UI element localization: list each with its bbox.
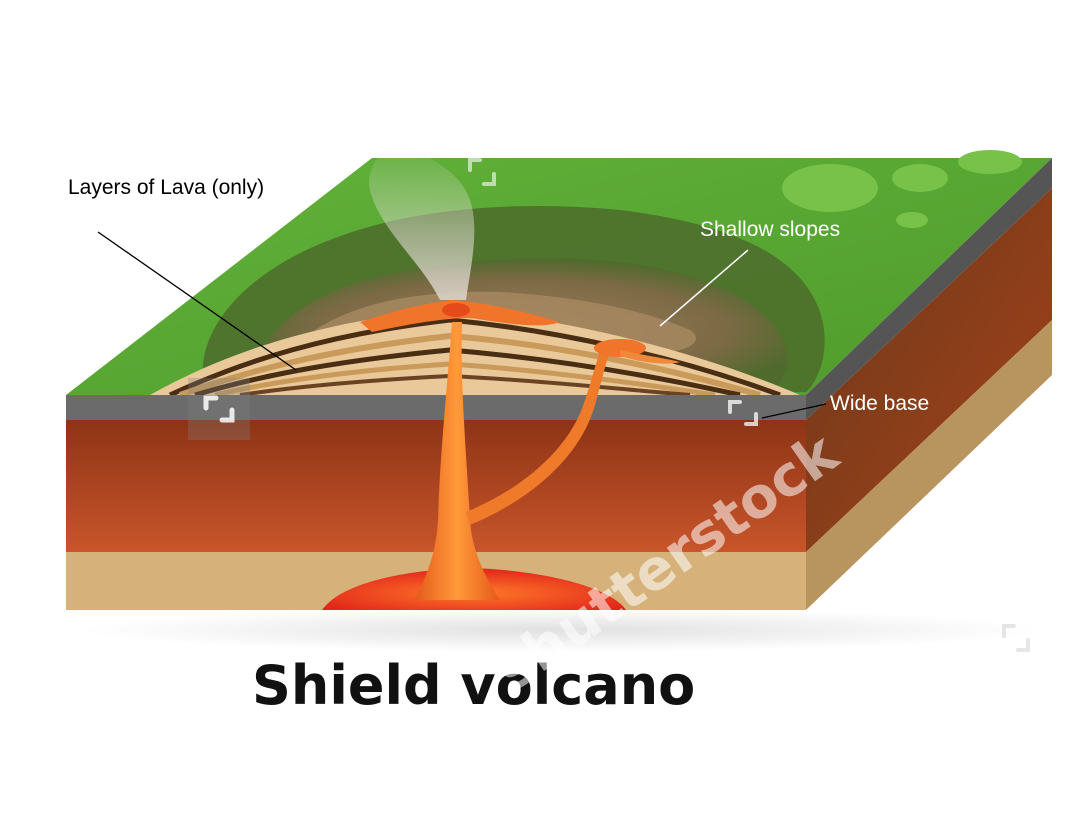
- side-vent: [594, 339, 646, 357]
- label-layers-of-lava: Layers of Lava (only): [68, 176, 264, 199]
- hill-2: [892, 164, 948, 192]
- diagram-title: Shield volcano: [252, 654, 695, 717]
- label-shallow-slopes: Shallow slopes: [700, 218, 840, 241]
- side-vent-flow: [620, 350, 680, 364]
- summit-vent: [442, 303, 470, 317]
- watermark-frame-icon-2: [728, 400, 758, 426]
- hill-3: [958, 150, 1022, 174]
- slopes-leader-line: [659, 249, 749, 327]
- side-conduit: [466, 346, 612, 525]
- hill-4: [896, 212, 928, 228]
- hill-1: [782, 164, 878, 212]
- rock-layer-front: [66, 420, 806, 552]
- lava-layer-line-2: [178, 332, 761, 398]
- main-conduit: [414, 322, 500, 600]
- watermark-corner-text: shut: [44, 0, 163, 93]
- sand-layer-side: [806, 320, 1052, 610]
- watermark-frame-icon-4: [1002, 624, 1030, 652]
- ground-line-front: [66, 395, 806, 420]
- watermark-frame-icon: [188, 378, 250, 440]
- label-wide-base: Wide base: [830, 392, 929, 415]
- layers-leader-line: [97, 231, 297, 371]
- watermark-frame-icon-3: [468, 158, 496, 186]
- lava-layer-line-1: [168, 317, 781, 398]
- ground-line-side: [806, 158, 1052, 420]
- base-leader-line: [761, 403, 827, 419]
- rock-layer-side: [806, 188, 1052, 552]
- ground-shadow: [80, 608, 1040, 652]
- smoke-plume: [369, 140, 475, 300]
